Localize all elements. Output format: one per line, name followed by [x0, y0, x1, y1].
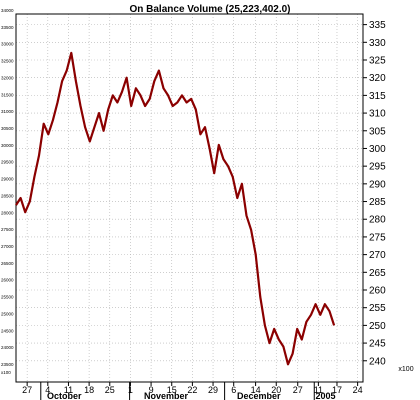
left-tick-label: 23500	[1, 362, 14, 367]
x-day-label: 25	[105, 385, 115, 395]
right-tick-label: 265	[369, 268, 386, 279]
right-tick-label: 290	[369, 179, 386, 190]
left-tick-label: 29500	[1, 160, 14, 165]
x-day-label: 29	[208, 385, 218, 395]
right-tick-label: 315	[369, 91, 386, 102]
x-axis: 27 4 11 18 25 1 9 15 22 29 6 14 20 27 11 17 24 October Nov…	[22, 382, 363, 400]
right-tick-label: 330	[369, 38, 386, 49]
left-tick-label: 33000	[1, 42, 14, 47]
left-tick-label: 32000	[1, 75, 14, 80]
x-day-label: 11	[314, 385, 323, 395]
right-tick-label: 325	[369, 56, 386, 67]
x-month-label: November	[144, 391, 189, 400]
plot-frame	[15, 13, 364, 383]
day-gridlines	[26, 14, 358, 382]
left-tick-label: 26500	[1, 261, 14, 266]
left-tick-label: 33500	[1, 25, 14, 30]
right-tick-label: 245	[369, 339, 386, 350]
x-day-label: 18	[84, 385, 94, 395]
grid	[16, 24, 363, 362]
right-tick-label: 305	[369, 126, 386, 137]
right-tick-label: 280	[369, 215, 386, 226]
left-tick-label: 32500	[1, 59, 14, 64]
x-month-label: October	[47, 391, 82, 400]
left-tick-label: 27500	[1, 227, 14, 232]
x-day-label: 27	[293, 385, 303, 395]
right-axis-unit-label: x100	[398, 366, 413, 373]
left-tick-label: 25000	[1, 311, 14, 316]
left-tick-label: 26000	[1, 278, 14, 283]
right-tick-label: 310	[369, 109, 386, 120]
x-day-label: 11	[64, 385, 73, 395]
x-day-label: 15	[167, 385, 177, 395]
right-tick-label: 250	[369, 321, 386, 332]
left-tick-label: 34000	[1, 8, 14, 13]
right-tick-label: 260	[369, 286, 386, 297]
right-tick-label: 320	[369, 73, 386, 84]
left-tick-label: 25500	[1, 295, 14, 300]
x-month-label: 2005	[315, 391, 335, 400]
x-day-label: 20	[271, 385, 281, 395]
x-day-label: 17	[332, 385, 342, 395]
left-tick-label: 29000	[1, 177, 14, 182]
left-unit-label: x100	[1, 370, 11, 375]
right-tick-label: 240	[369, 356, 386, 367]
obv-series-line	[15, 51, 336, 366]
right-tick-label: 335	[369, 20, 386, 31]
left-tick-label: 28000	[1, 210, 14, 215]
left-tick-label: 28500	[1, 193, 14, 198]
right-axis-ticks: 335 330 325 320 315 310 305 300 295 290 285 280 275 2…	[363, 20, 386, 367]
chart-title: On Balance Volume (25,223,402.0)	[129, 4, 290, 15]
left-tick-label: 31500	[1, 92, 14, 97]
left-axis-ticks: 34000 33500 33000 32500 32000 31500 31000 30500…	[1, 8, 14, 375]
right-tick-label: 270	[369, 250, 386, 261]
x-day-label: 24	[353, 385, 363, 395]
x-day-label: 4	[45, 385, 50, 395]
right-tick-label: 255	[369, 303, 386, 314]
x-day-label: 6	[231, 385, 236, 395]
x-day-label: 14	[251, 385, 261, 395]
left-tick-label: 27000	[1, 244, 14, 249]
left-tick-label: 31000	[1, 109, 14, 114]
x-day-label: 1	[128, 385, 133, 395]
x-month-label: December	[237, 391, 281, 400]
x-day-label: 27	[22, 385, 32, 395]
right-tick-label: 275	[369, 232, 386, 243]
x-day-label: 9	[149, 385, 154, 395]
left-tick-label: 24000	[1, 345, 14, 350]
right-tick-label: 295	[369, 162, 386, 173]
left-tick-label: 24500	[1, 328, 14, 333]
right-tick-label: 300	[369, 144, 386, 155]
left-tick-label: 30000	[1, 143, 14, 148]
x-day-label: 22	[187, 385, 197, 395]
left-tick-label: 30500	[1, 126, 14, 131]
right-tick-label: 285	[369, 197, 386, 208]
